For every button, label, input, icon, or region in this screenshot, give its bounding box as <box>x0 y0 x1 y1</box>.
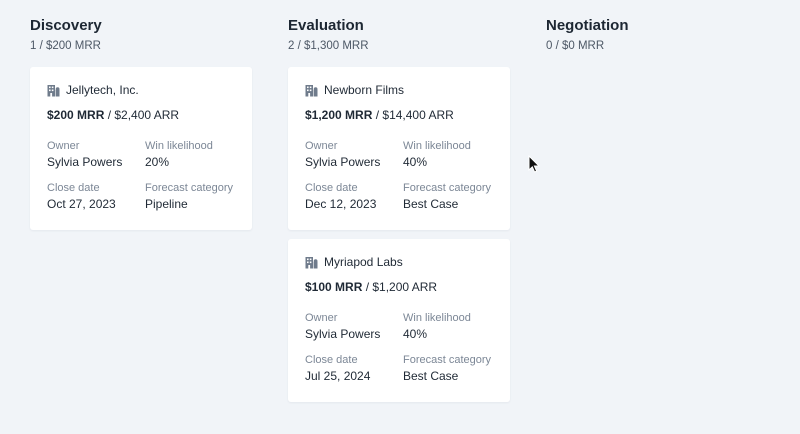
forecast-category-field: Forecast category Pipeline <box>145 181 233 212</box>
arr-value: $14,400 ARR <box>382 108 454 122</box>
building-icon <box>305 256 318 268</box>
building-icon <box>305 84 318 96</box>
forecast-category-value: Best Case <box>403 369 459 383</box>
mrr-value: $200 MRR <box>47 108 105 122</box>
revenue-line: $100 MRR / $1,200 ARR <box>305 280 437 294</box>
mrr-value: $1,200 MRR <box>305 108 373 122</box>
win-likelihood-label: Win likelihood <box>145 140 213 152</box>
column-title: Discovery <box>30 17 102 34</box>
close-date-label: Close date <box>47 182 100 194</box>
revenue-separator: / <box>362 280 373 294</box>
revenue-separator: / <box>372 108 383 122</box>
close-date-value: Dec 12, 2023 <box>305 197 377 211</box>
forecast-category-label: Forecast category <box>145 182 234 194</box>
column-title: Negotiation <box>546 17 629 34</box>
card-list: Newborn Films $1,200 MRR / $14,400 ARR O… <box>288 67 510 411</box>
company-name: Myriapod Labs <box>324 255 403 269</box>
close-date-label: Close date <box>305 354 358 366</box>
revenue-line: $200 MRR / $2,400 ARR <box>47 108 179 122</box>
close-date-label: Close date <box>305 182 358 194</box>
owner-label: Owner <box>47 140 80 152</box>
forecast-category-value: Best Case <box>403 197 459 211</box>
card-header: Newborn Films <box>305 83 404 97</box>
close-date-value: Oct 27, 2023 <box>47 197 116 211</box>
deal-card-myriapod-labs[interactable]: Myriapod Labs $100 MRR / $1,200 ARR Owne… <box>288 239 510 402</box>
column-title: Evaluation <box>288 17 364 34</box>
mrr-value: $100 MRR <box>305 280 363 294</box>
owner-label: Owner <box>305 312 338 324</box>
card-header: Myriapod Labs <box>305 255 403 269</box>
win-likelihood-value: 40% <box>403 327 428 341</box>
forecast-category-field: Forecast category Best Case <box>403 353 491 384</box>
owner-value: Sylvia Powers <box>305 155 381 169</box>
owner-field: Owner Sylvia Powers <box>305 311 380 342</box>
owner-field: Owner Sylvia Powers <box>47 139 122 170</box>
company-name: Newborn Films <box>324 83 405 97</box>
forecast-category-label: Forecast category <box>403 354 492 366</box>
forecast-category-label: Forecast category <box>403 182 492 194</box>
company-name: Jellytech, Inc. <box>66 83 139 97</box>
revenue-separator: / <box>104 108 115 122</box>
win-likelihood-field: Win likelihood 40% <box>403 311 471 342</box>
owner-label: Owner <box>305 140 338 152</box>
deal-card-newborn-films[interactable]: Newborn Films $1,200 MRR / $14,400 ARR O… <box>288 67 510 230</box>
owner-value: Sylvia Powers <box>47 155 123 169</box>
win-likelihood-field: Win likelihood 20% <box>145 139 213 170</box>
close-date-field: Close date Oct 27, 2023 <box>47 181 116 212</box>
arr-value: $2,400 ARR <box>114 108 180 122</box>
win-likelihood-label: Win likelihood <box>403 140 471 152</box>
win-likelihood-label: Win likelihood <box>403 312 471 324</box>
owner-value: Sylvia Powers <box>305 327 381 341</box>
close-date-value: Jul 25, 2024 <box>305 369 371 383</box>
column-summary: 2 / $1,300 MRR <box>288 40 369 52</box>
close-date-field: Close date Jul 25, 2024 <box>305 353 370 384</box>
deal-card-jellytech[interactable]: Jellytech, Inc. $200 MRR / $2,400 ARR Ow… <box>30 67 252 230</box>
win-likelihood-value: 40% <box>403 155 428 169</box>
card-list: Jellytech, Inc. $200 MRR / $2,400 ARR Ow… <box>30 67 252 239</box>
owner-field: Owner Sylvia Powers <box>305 139 380 170</box>
win-likelihood-value: 20% <box>145 155 170 169</box>
forecast-category-field: Forecast category Best Case <box>403 181 491 212</box>
arr-value: $1,200 ARR <box>372 280 438 294</box>
column-summary: 1 / $200 MRR <box>30 40 101 52</box>
mouse-pointer-icon <box>528 155 540 173</box>
column-summary: 0 / $0 MRR <box>546 40 605 52</box>
building-icon <box>47 84 60 96</box>
card-header: Jellytech, Inc. <box>47 83 139 97</box>
forecast-category-value: Pipeline <box>145 197 188 211</box>
win-likelihood-field: Win likelihood 40% <box>403 139 471 170</box>
close-date-field: Close date Dec 12, 2023 <box>305 181 376 212</box>
revenue-line: $1,200 MRR / $14,400 ARR <box>305 108 454 122</box>
